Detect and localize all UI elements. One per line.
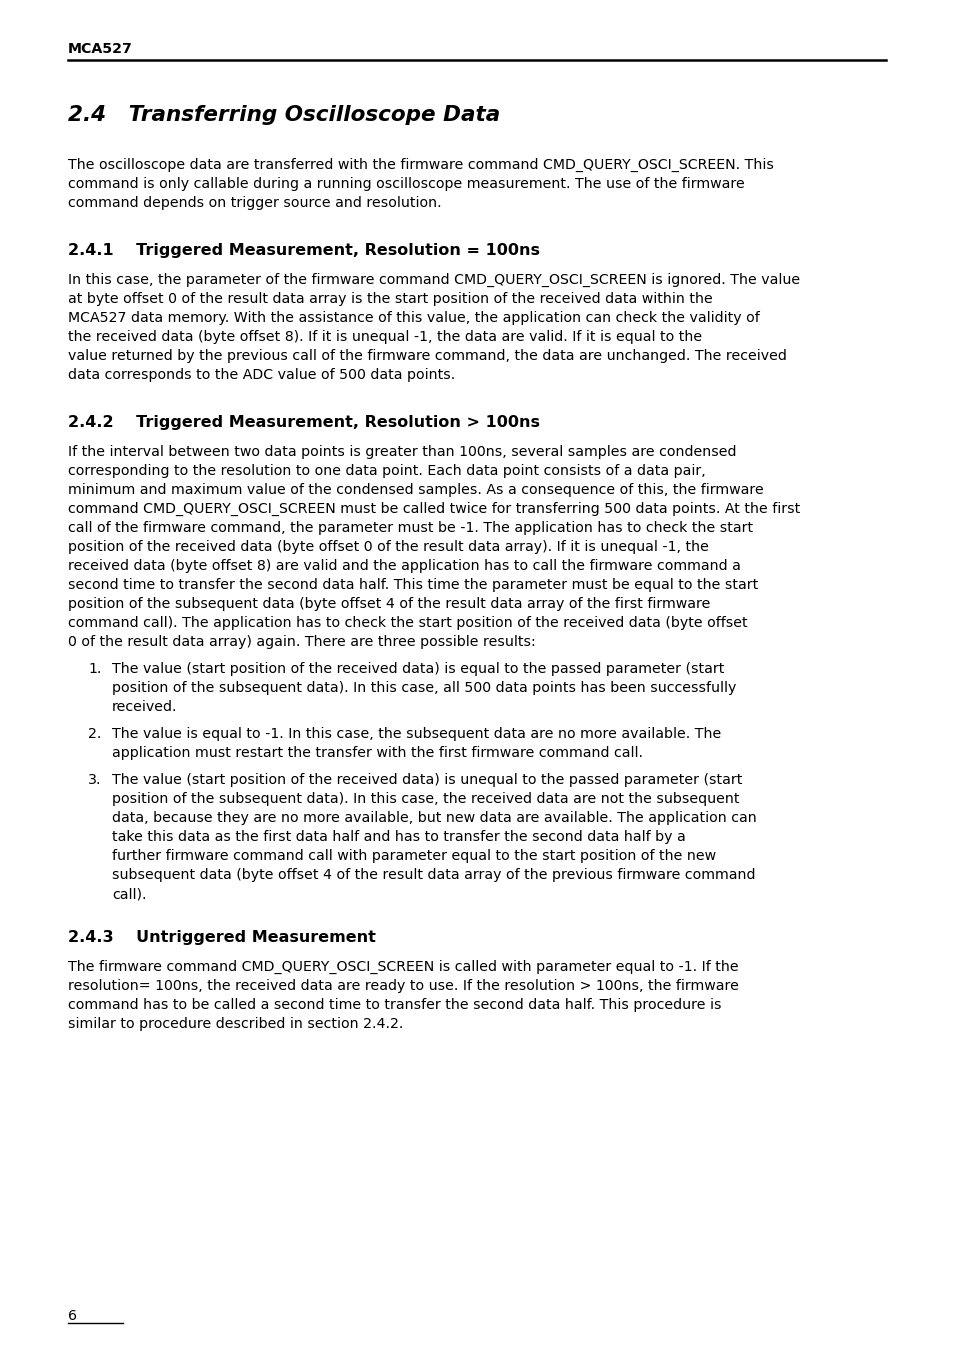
Text: subsequent data (byte offset 4 of the result data array of the previous firmware: subsequent data (byte offset 4 of the re… xyxy=(112,867,755,882)
Text: received.: received. xyxy=(112,700,177,713)
Text: corresponding to the resolution to one data point. Each data point consists of a: corresponding to the resolution to one d… xyxy=(68,463,705,478)
Text: call of the firmware command, the parameter must be -1. The application has to c: call of the firmware command, the parame… xyxy=(68,521,752,535)
Text: data corresponds to the ADC value of 500 data points.: data corresponds to the ADC value of 500… xyxy=(68,367,455,382)
Text: MCA527 data memory. With the assistance of this value, the application can check: MCA527 data memory. With the assistance … xyxy=(68,311,759,326)
Text: 0 of the result data array) again. There are three possible results:: 0 of the result data array) again. There… xyxy=(68,635,536,648)
Text: In this case, the parameter of the firmware command CMD_QUERY_OSCI_SCREEN is ign: In this case, the parameter of the firmw… xyxy=(68,273,800,288)
Text: data, because they are no more available, but new data are available. The applic: data, because they are no more available… xyxy=(112,811,756,825)
Text: If the interval between two data points is greater than 100ns, several samples a: If the interval between two data points … xyxy=(68,444,736,459)
Text: second time to transfer the second data half. This time the parameter must be eq: second time to transfer the second data … xyxy=(68,578,758,592)
Text: The oscilloscope data are transferred with the firmware command CMD_QUERY_OSCI_S: The oscilloscope data are transferred wi… xyxy=(68,158,773,172)
Text: 3.: 3. xyxy=(88,773,101,788)
Text: received data (byte offset 8) are valid and the application has to call the firm: received data (byte offset 8) are valid … xyxy=(68,559,740,573)
Text: minimum and maximum value of the condensed samples. As a consequence of this, th: minimum and maximum value of the condens… xyxy=(68,484,763,497)
Text: command call). The application has to check the start position of the received d: command call). The application has to ch… xyxy=(68,616,747,630)
Text: The value (start position of the received data) is unequal to the passed paramet: The value (start position of the receive… xyxy=(112,773,741,788)
Text: take this data as the first data half and has to transfer the second data half b: take this data as the first data half an… xyxy=(112,830,685,844)
Text: The value is equal to -1. In this case, the subsequent data are no more availabl: The value is equal to -1. In this case, … xyxy=(112,727,720,740)
Text: command has to be called a second time to transfer the second data half. This pr: command has to be called a second time t… xyxy=(68,998,720,1012)
Text: MCA527: MCA527 xyxy=(68,42,132,55)
Text: call).: call). xyxy=(112,888,147,901)
Text: 2.4.3    Untriggered Measurement: 2.4.3 Untriggered Measurement xyxy=(68,929,375,944)
Text: command depends on trigger source and resolution.: command depends on trigger source and re… xyxy=(68,196,441,209)
Text: value returned by the previous call of the firmware command, the data are unchan: value returned by the previous call of t… xyxy=(68,349,786,363)
Text: 2.4   Transferring Oscilloscope Data: 2.4 Transferring Oscilloscope Data xyxy=(68,105,499,126)
Text: The value (start position of the received data) is equal to the passed parameter: The value (start position of the receive… xyxy=(112,662,723,676)
Text: at byte offset 0 of the result data array is the start position of the received : at byte offset 0 of the result data arra… xyxy=(68,292,712,305)
Text: position of the subsequent data). In this case, the received data are not the su: position of the subsequent data). In thi… xyxy=(112,792,739,807)
Text: 2.4.2    Triggered Measurement, Resolution > 100ns: 2.4.2 Triggered Measurement, Resolution … xyxy=(68,415,539,430)
Text: position of the subsequent data (byte offset 4 of the result data array of the f: position of the subsequent data (byte of… xyxy=(68,597,710,611)
Text: position of the subsequent data). In this case, all 500 data points has been suc: position of the subsequent data). In thi… xyxy=(112,681,736,694)
Text: resolution= 100ns, the received data are ready to use. If the resolution > 100ns: resolution= 100ns, the received data are… xyxy=(68,979,739,993)
Text: 6: 6 xyxy=(68,1309,77,1323)
Text: further firmware command call with parameter equal to the start position of the : further firmware command call with param… xyxy=(112,848,716,863)
Text: similar to procedure described in section 2.4.2.: similar to procedure described in sectio… xyxy=(68,1017,403,1031)
Text: command is only callable during a running oscilloscope measurement. The use of t: command is only callable during a runnin… xyxy=(68,177,744,190)
Text: application must restart the transfer with the first firmware command call.: application must restart the transfer wi… xyxy=(112,746,642,761)
Text: 1.: 1. xyxy=(88,662,101,676)
Text: the received data (byte offset 8). If it is unequal -1, the data are valid. If i: the received data (byte offset 8). If it… xyxy=(68,330,701,345)
Text: The firmware command CMD_QUERY_OSCI_SCREEN is called with parameter equal to -1.: The firmware command CMD_QUERY_OSCI_SCRE… xyxy=(68,961,738,974)
Text: 2.: 2. xyxy=(88,727,101,740)
Text: command CMD_QUERY_OSCI_SCREEN must be called twice for transferring 500 data poi: command CMD_QUERY_OSCI_SCREEN must be ca… xyxy=(68,503,800,516)
Text: 2.4.1    Triggered Measurement, Resolution = 100ns: 2.4.1 Triggered Measurement, Resolution … xyxy=(68,243,539,258)
Text: position of the received data (byte offset 0 of the result data array). If it is: position of the received data (byte offs… xyxy=(68,540,708,554)
